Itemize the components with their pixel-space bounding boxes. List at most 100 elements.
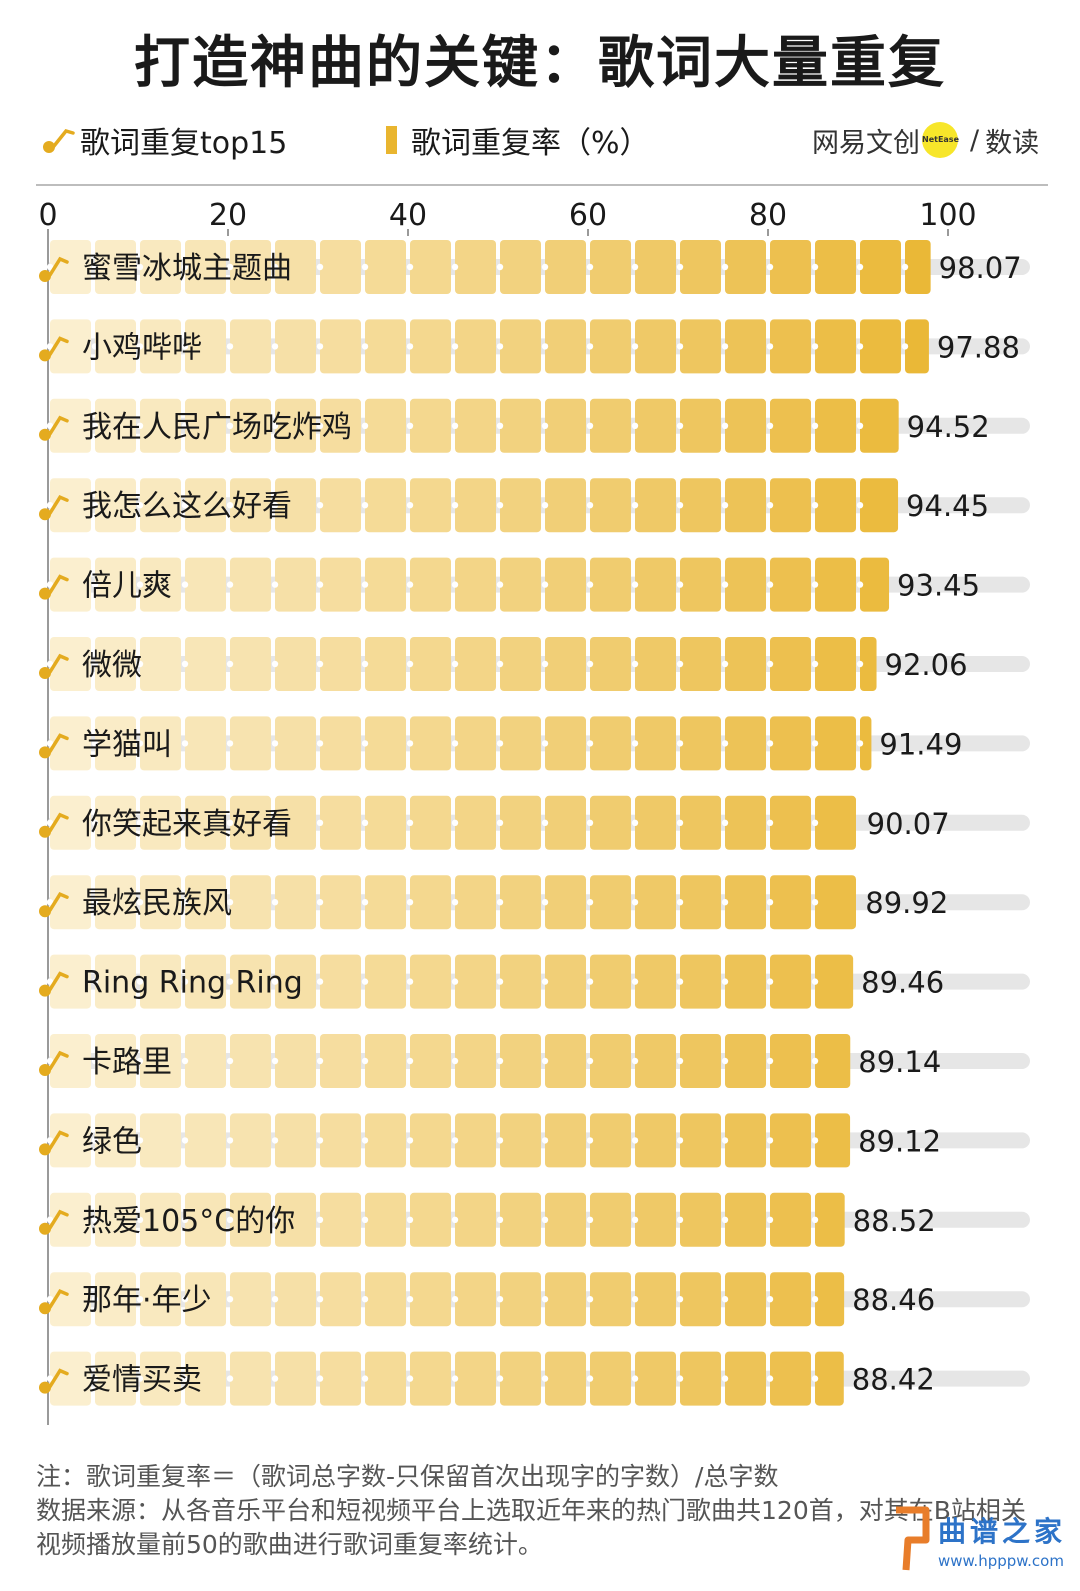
bar-segment [590,637,631,691]
bar-segment [860,240,901,294]
bar-segment-dot [226,978,234,985]
bar-segment-dot [451,1137,459,1144]
bar-segment [545,954,586,1009]
bar-segment [185,1034,226,1088]
bar-segment-dot [226,899,234,906]
bar-segment [320,1272,361,1327]
watermark-text: 曲谱之家 [938,1515,1067,1548]
bar-segment-dot [766,1137,774,1144]
chart-title: 打造神曲的关键：歌词大量重复 [134,31,946,96]
bar-segment-dot [676,502,684,509]
bar-category-label: 蜜雪冰城主题曲 [82,251,292,286]
bar-segment [770,637,811,691]
bar-value-label: 88.46 [852,1283,935,1317]
bar-segment-dot [496,740,504,747]
bar-segment [230,1034,271,1088]
brand-sub: 数读 [985,127,1040,159]
bar-segment-dot [586,899,594,906]
bar-segment-dot [406,978,414,985]
bar-segment [500,795,541,850]
bar-segment-dot [811,1296,819,1303]
bar-segment-dot [496,263,504,271]
bar-segment-dot [586,343,594,350]
bar-segment [545,1113,586,1168]
bar-segment-dot [136,343,144,350]
bar-segment [185,1192,226,1247]
bar-segment-dot [406,1057,414,1065]
bar-segment-dot [766,819,774,826]
bar-segment [680,1272,721,1327]
bar-segment-dot [541,1216,549,1224]
bar-segment [545,398,586,453]
bar-segment-dot [136,899,144,906]
bar-segment [725,716,766,771]
bar-segment [320,398,361,453]
bar-segment-dot [361,581,369,588]
bar-segment [320,1113,361,1168]
bar-segment-dot [586,1057,594,1065]
bar-segment-dot [406,422,414,429]
data-source: 数据来源：从各音乐平台和短视频平台上选取近年来的热门歌曲共120首，对其在B站相… [36,1496,1026,1559]
bar-segment-dot [631,978,639,985]
bar-segment-dot [316,978,324,985]
bar-segment [410,557,451,612]
bar-segment-dot [676,1057,684,1065]
bar-segment [635,954,676,1009]
bar-segment [50,875,91,930]
bar-segment [590,1113,631,1168]
bar-segment [860,398,899,453]
bar-segment-dot [766,1375,774,1382]
bar-segment-dot [226,581,234,588]
bar-category-label: 绿色 [82,1124,142,1159]
bar-segment [860,557,890,612]
bar-segment [140,319,181,374]
bar-segment-dot [226,660,234,668]
bar-segment [725,1192,766,1247]
bar-segment [770,795,811,850]
bar-segment [275,1351,316,1406]
bar-value-label: 91.49 [879,727,962,761]
bar-segment [680,557,721,612]
bar-segment-dot [541,263,549,271]
bar-segment-dot [361,740,369,747]
bar-segment-dot [181,899,189,906]
bar-segment [140,954,181,1009]
bar-segment [635,716,676,771]
bar-segment-dot [271,899,279,906]
bar-segment-dot [136,581,144,588]
bar-segment [185,875,226,930]
bar-segment-dot [631,422,639,429]
bar-segment-dot [46,502,54,509]
bar-segment-dot [496,343,504,350]
bar-segment [635,1272,676,1327]
bar-segment-dot [316,502,324,509]
bar-segment [770,716,811,771]
music-note-icon [39,1209,69,1235]
bar-category-label: 倍儿爽 [82,569,172,604]
bar-segment-dot [631,1296,639,1303]
bar-segment-dot [136,1137,144,1144]
bar-segment-dot [856,343,864,350]
bar-segment [230,1351,271,1406]
bar-value-label: 94.52 [907,410,990,444]
bar-segment-dot [586,1296,594,1303]
bar-segment-dot [541,899,549,906]
bar-segment-dot [541,978,549,985]
bar-segment [410,1034,451,1088]
bar-segment [770,1034,811,1088]
bar-segment [500,637,541,691]
bar-segment [860,478,899,533]
bar-segment-dot [721,343,729,350]
bar-segment-dot [496,660,504,668]
bar-segment-dot [226,1216,234,1224]
bar-segment [815,1113,851,1168]
bar-value-label: 90.07 [867,807,950,841]
bar-segment-dot [586,1137,594,1144]
bar-segment-dot [451,422,459,429]
music-note-icon [39,1289,69,1315]
bar-segment [185,795,226,850]
bar-segment-dot [496,1296,504,1303]
bar-segment-dot [496,978,504,985]
bar-segment [455,1113,496,1168]
bar-segment [815,637,856,691]
